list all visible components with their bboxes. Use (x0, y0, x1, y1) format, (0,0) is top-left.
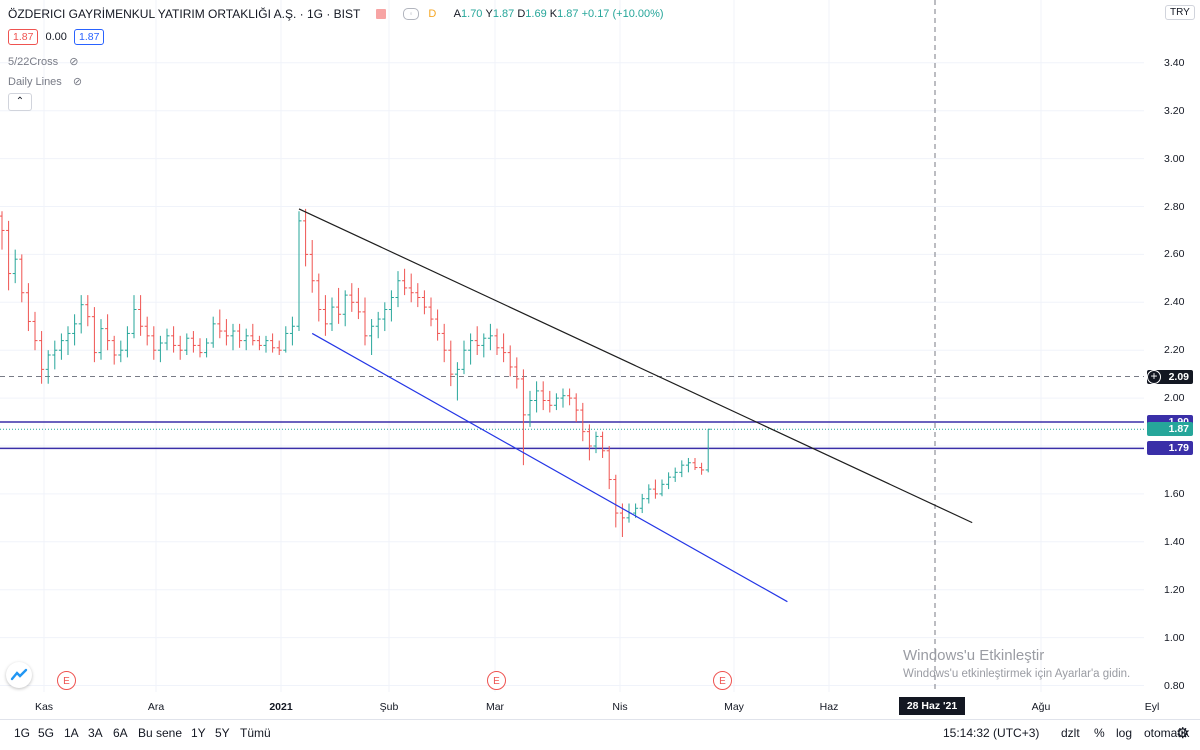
watermark-subtitle: Windows'u etkinleştirmek için Ayarlar'a … (903, 668, 1131, 680)
price-tick-label: 1.60 (1164, 487, 1185, 500)
spread-value: 0.00 (45, 31, 67, 43)
high-value: 1.87 (492, 7, 515, 20)
earnings-marker[interactable]: E (713, 671, 732, 690)
add-alert-plus-icon[interactable]: + (1147, 369, 1161, 384)
range-button[interactable]: 1A (64, 726, 79, 740)
price-tick-label: 2.40 (1164, 296, 1185, 309)
currency-button[interactable]: TRY (1165, 5, 1195, 20)
change-value: +0.17 (+10.00%) (581, 7, 664, 20)
price-tick-label: 2.00 (1164, 392, 1185, 405)
crosshair-date-label: 28 Haz '21 (899, 697, 965, 715)
price-tick-label: 2.20 (1164, 344, 1185, 357)
range-button[interactable]: 1G (14, 726, 31, 740)
close-value: 1.87 (557, 7, 579, 20)
symbol-name[interactable]: ÖZDERICI GAYRİMENKUL YATIRIM ORTAKLIĞI A… (8, 6, 297, 21)
chart-pane[interactable]: ÖZDERICI GAYRİMENKUL YATIRIM ORTAKLIĞI A… (0, 0, 1144, 692)
price-tick-label: 1.40 (1164, 535, 1185, 548)
market-status-badge: D (428, 7, 437, 20)
price-tick-label: 3.00 (1164, 152, 1185, 165)
last-price-label: 1.87 (1147, 422, 1193, 437)
price-tick-label: 0.80 (1164, 679, 1185, 692)
range-button[interactable]: 1Y (191, 726, 206, 740)
collapse-legend-button[interactable]: ⌃ (8, 93, 32, 111)
time-tick-label: Ara (147, 701, 165, 713)
axis-corner (1144, 692, 1200, 719)
open-label: A (453, 7, 462, 20)
ohlc-values: A1.70 Y1.87 D1.69 K1.87 +0.17 (+10.00%) (454, 8, 664, 20)
symbol-legend: ÖZDERICI GAYRİMENKUL YATIRIM ORTAKLIĞI A… (8, 6, 664, 21)
exchange-label: BIST (333, 6, 361, 21)
price-axis[interactable]: TRY (1144, 0, 1200, 692)
eye-hidden-icon[interactable]: ⊘ (69, 56, 79, 68)
indicator-name: Daily Lines (8, 76, 62, 88)
close-label: K (549, 7, 558, 20)
trade-row: 1.87 0.00 1.87 (8, 29, 105, 45)
time-tick-label: 2021 (269, 701, 293, 713)
indicator-name: 5/22Cross (8, 56, 59, 68)
hline-lower-price-label: 1.79 (1147, 441, 1193, 456)
log-scale-button[interactable]: log (1116, 726, 1133, 740)
bottom-toolbar (0, 719, 1200, 750)
time-axis[interactable] (0, 692, 1144, 719)
price-tick-label: 2.60 (1164, 248, 1185, 261)
time-tick-label: May (724, 701, 744, 713)
time-tick-label: Kas (34, 701, 54, 713)
high-label: Y (485, 7, 493, 20)
logo-mark (10, 668, 28, 681)
range-button[interactable]: Bu sene (138, 726, 183, 740)
range-button[interactable]: Tümü (240, 726, 271, 740)
time-tick-label: Nis (612, 701, 628, 713)
buy-button[interactable]: 1.87 (73, 29, 105, 45)
range-button[interactable]: 5Y (215, 726, 230, 740)
earnings-marker[interactable]: E (487, 671, 506, 690)
price-tick-label: 3.40 (1164, 56, 1185, 69)
range-button[interactable]: 5G (38, 726, 55, 740)
flag-icon[interactable] (375, 8, 386, 19)
auto-scale-button[interactable]: otomatik (1144, 726, 1190, 740)
range-button[interactable]: 3A (88, 726, 103, 740)
clock[interactable]: 15:14:32 (UTC+3) (943, 726, 1040, 740)
price-tick-label: 1.00 (1164, 631, 1185, 644)
range-button[interactable]: 6A (113, 726, 128, 740)
time-tick-label: Ağu (1031, 701, 1051, 713)
price-tick-label: 2.80 (1164, 200, 1185, 213)
tradingview-logo-icon[interactable] (6, 662, 32, 688)
adjust-button[interactable]: dzlt (1061, 726, 1080, 740)
sell-button[interactable]: 1.87 (8, 29, 39, 45)
price-chart[interactable] (0, 0, 1144, 692)
watermark-title: Windows'u Etkinleştir (903, 647, 1045, 664)
earnings-marker[interactable]: E (57, 671, 76, 690)
visibility-toggle-icon[interactable]: ◦ (403, 7, 420, 20)
time-tick-label: Eyl (1144, 701, 1160, 713)
settings-gear-icon[interactable]: ⚙ (1176, 725, 1190, 742)
indicator-row-2[interactable]: Daily Lines ⊘ (8, 75, 82, 88)
price-tick-label: 3.20 (1164, 104, 1185, 117)
low-value: 1.69 (525, 7, 547, 20)
time-tick-label: Haz (819, 701, 839, 713)
open-value: 1.70 (461, 7, 483, 20)
low-label: D (517, 7, 526, 20)
trendline-upper (298, 208, 973, 524)
indicator-row-1[interactable]: 5/22Cross ⊘ (8, 55, 78, 68)
trendline-lower (311, 332, 788, 603)
percent-scale-button[interactable]: % (1094, 726, 1105, 740)
time-tick-label: Mar (485, 701, 505, 713)
interval-label[interactable]: 1G (306, 6, 323, 21)
time-tick-label: Şub (379, 701, 399, 713)
price-tick-label: 1.20 (1164, 583, 1185, 596)
eye-hidden-icon[interactable]: ⊘ (72, 76, 83, 88)
